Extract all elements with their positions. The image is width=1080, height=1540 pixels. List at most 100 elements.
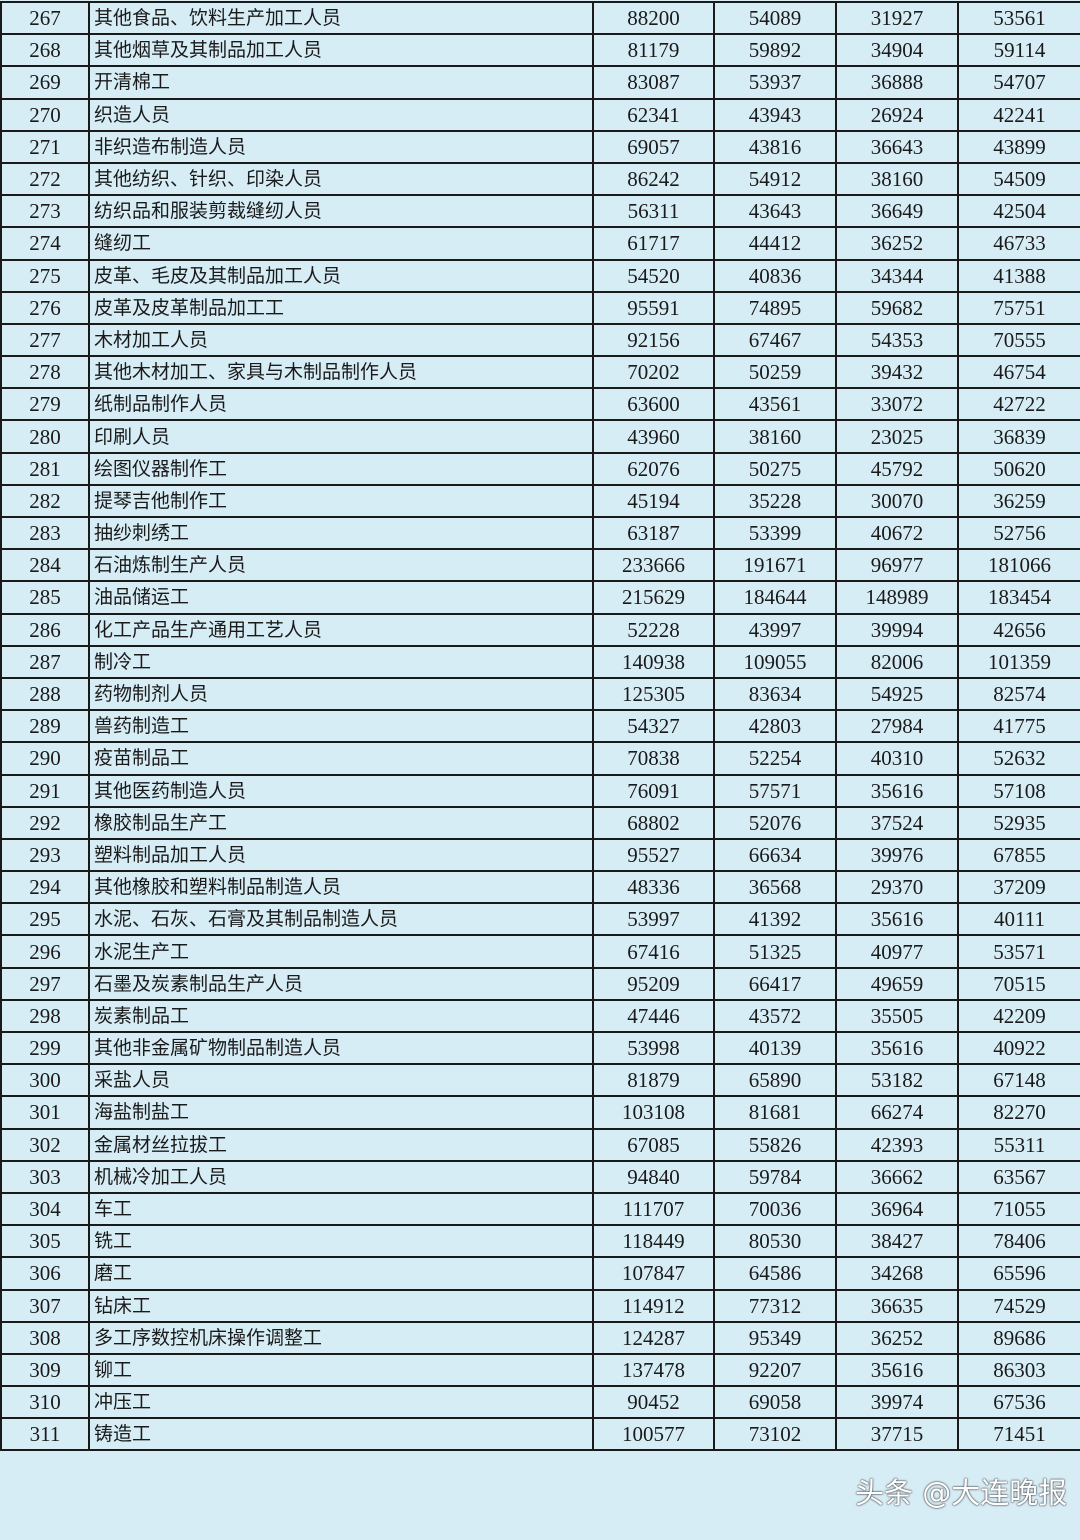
occupation-name: 抽纱刺绣工	[88, 515, 594, 551]
value-col-1: 70202	[592, 355, 715, 390]
value-col-1: 125305	[592, 676, 715, 712]
value-col-3: 39432	[835, 355, 959, 390]
value-col-3: 36964	[835, 1191, 959, 1227]
value-col-1: 47446	[592, 998, 715, 1034]
value-col-2: 44412	[713, 226, 837, 261]
value-col-4: 46754	[957, 355, 1080, 390]
value-col-4: 42722	[957, 387, 1080, 422]
occupation-name: 印刷人员	[88, 419, 594, 454]
row-number: 277	[0, 322, 90, 358]
table-row: 281 绘图仪器制作工 62076 50275 45792 50620	[0, 451, 1080, 486]
value-col-2: 40836	[713, 258, 837, 293]
row-number: 281	[0, 451, 90, 486]
value-col-3: 36252	[835, 1320, 959, 1355]
table-row: 268 其他烟草及其制品加工人员 81179 59892 34904 59114	[0, 33, 1080, 68]
table-row: 302 金属材丝拉拔工 67085 55826 42393 55311	[0, 1127, 1080, 1162]
occupation-name: 金属材丝拉拔工	[88, 1127, 594, 1162]
occupation-name: 绘图仪器制作工	[88, 451, 594, 486]
table-row: 287 制冷工 140938 109055 82006 101359	[0, 644, 1080, 679]
value-col-1: 100577	[592, 1417, 715, 1452]
value-col-1: 68802	[592, 805, 715, 840]
table-row: 284 石油炼制生产人员 233666 191671 96977 181066	[0, 548, 1080, 583]
value-col-4: 89686	[957, 1320, 1080, 1355]
value-col-3: 82006	[835, 644, 959, 679]
row-number: 302	[0, 1127, 90, 1162]
value-col-4: 82574	[957, 676, 1080, 712]
row-number: 287	[0, 644, 90, 679]
value-col-2: 43816	[713, 129, 837, 164]
occupation-name: 冲压工	[88, 1385, 594, 1420]
value-col-3: 49659	[835, 966, 959, 1001]
occupation-name: 采盐人员	[88, 1063, 594, 1098]
value-col-2: 41392	[713, 902, 837, 937]
value-col-1: 48336	[592, 870, 715, 905]
value-col-4: 101359	[957, 644, 1080, 679]
table-row: 305 铣工 118449 80530 38427 78406	[0, 1224, 1080, 1259]
occupation-name: 石墨及炭素制品生产人员	[88, 966, 594, 1001]
value-col-2: 92207	[713, 1352, 837, 1388]
value-col-4: 70555	[957, 322, 1080, 358]
value-col-3: 34344	[835, 258, 959, 293]
value-col-3: 33072	[835, 387, 959, 422]
value-col-1: 62341	[592, 97, 715, 132]
value-col-4: 42504	[957, 194, 1080, 229]
value-col-1: 137478	[592, 1352, 715, 1388]
value-col-1: 56311	[592, 194, 715, 229]
value-col-2: 35228	[713, 483, 837, 519]
row-number: 272	[0, 161, 90, 197]
value-col-3: 36635	[835, 1288, 959, 1323]
occupation-name: 海盐制盐工	[88, 1095, 594, 1130]
value-col-2: 69058	[713, 1385, 837, 1420]
table-row: 293 塑料制品加工人员 95527 66634 39976 67855	[0, 837, 1080, 873]
row-number: 267	[0, 0, 90, 36]
value-col-2: 43572	[713, 998, 837, 1034]
table-row: 275 皮革、毛皮及其制品加工人员 54520 40836 34344 41388	[0, 258, 1080, 293]
value-col-4: 41775	[957, 709, 1080, 744]
table-row: 285 油品储运工 215629 184644 148989 183454	[0, 580, 1080, 615]
row-number: 297	[0, 966, 90, 1001]
table-row: 291 其他医药制造人员 76091 57571 35616 57108	[0, 773, 1080, 808]
value-col-4: 59114	[957, 33, 1080, 68]
table-row: 276 皮革及皮革制品加工工 95591 74895 59682 75751	[0, 290, 1080, 325]
row-number: 311	[0, 1417, 90, 1452]
value-col-4: 71451	[957, 1417, 1080, 1452]
wage-table: 267 其他食品、饮料生产加工人员 88200 54089 31927 53561 268 其…	[0, 0, 1080, 1452]
value-col-1: 54520	[592, 258, 715, 293]
row-number: 275	[0, 258, 90, 293]
value-col-3: 35616	[835, 902, 959, 937]
value-col-1: 53998	[592, 1030, 715, 1066]
value-col-1: 63600	[592, 387, 715, 422]
row-number: 293	[0, 837, 90, 873]
value-col-3: 34268	[835, 1256, 959, 1291]
value-col-4: 67148	[957, 1063, 1080, 1098]
occupation-name: 其他烟草及其制品加工人员	[88, 33, 594, 68]
value-col-1: 124287	[592, 1320, 715, 1355]
value-col-1: 90452	[592, 1385, 715, 1420]
occupation-name: 橡胶制品生产工	[88, 805, 594, 840]
value-col-4: 46733	[957, 226, 1080, 261]
value-col-4: 42209	[957, 998, 1080, 1034]
row-number: 289	[0, 709, 90, 744]
row-number: 304	[0, 1191, 90, 1227]
row-number: 301	[0, 1095, 90, 1130]
value-col-2: 42803	[713, 709, 837, 744]
value-col-3: 40672	[835, 515, 959, 551]
value-col-4: 52756	[957, 515, 1080, 551]
value-col-1: 81179	[592, 33, 715, 68]
row-number: 306	[0, 1256, 90, 1291]
value-col-3: 27984	[835, 709, 959, 744]
value-col-3: 35616	[835, 773, 959, 808]
value-col-1: 54327	[592, 709, 715, 744]
row-number: 308	[0, 1320, 90, 1355]
value-col-2: 43643	[713, 194, 837, 229]
occupation-name: 药物制剂人员	[88, 676, 594, 712]
table-row: 303 机械冷加工人员 94840 59784 36662 63567	[0, 1159, 1080, 1194]
value-col-4: 54509	[957, 161, 1080, 197]
occupation-name: 制冷工	[88, 644, 594, 679]
value-col-4: 36839	[957, 419, 1080, 454]
row-number: 268	[0, 33, 90, 68]
value-col-1: 114912	[592, 1288, 715, 1323]
value-col-1: 53997	[592, 902, 715, 937]
value-col-4: 40922	[957, 1030, 1080, 1066]
value-col-2: 59892	[713, 33, 837, 68]
